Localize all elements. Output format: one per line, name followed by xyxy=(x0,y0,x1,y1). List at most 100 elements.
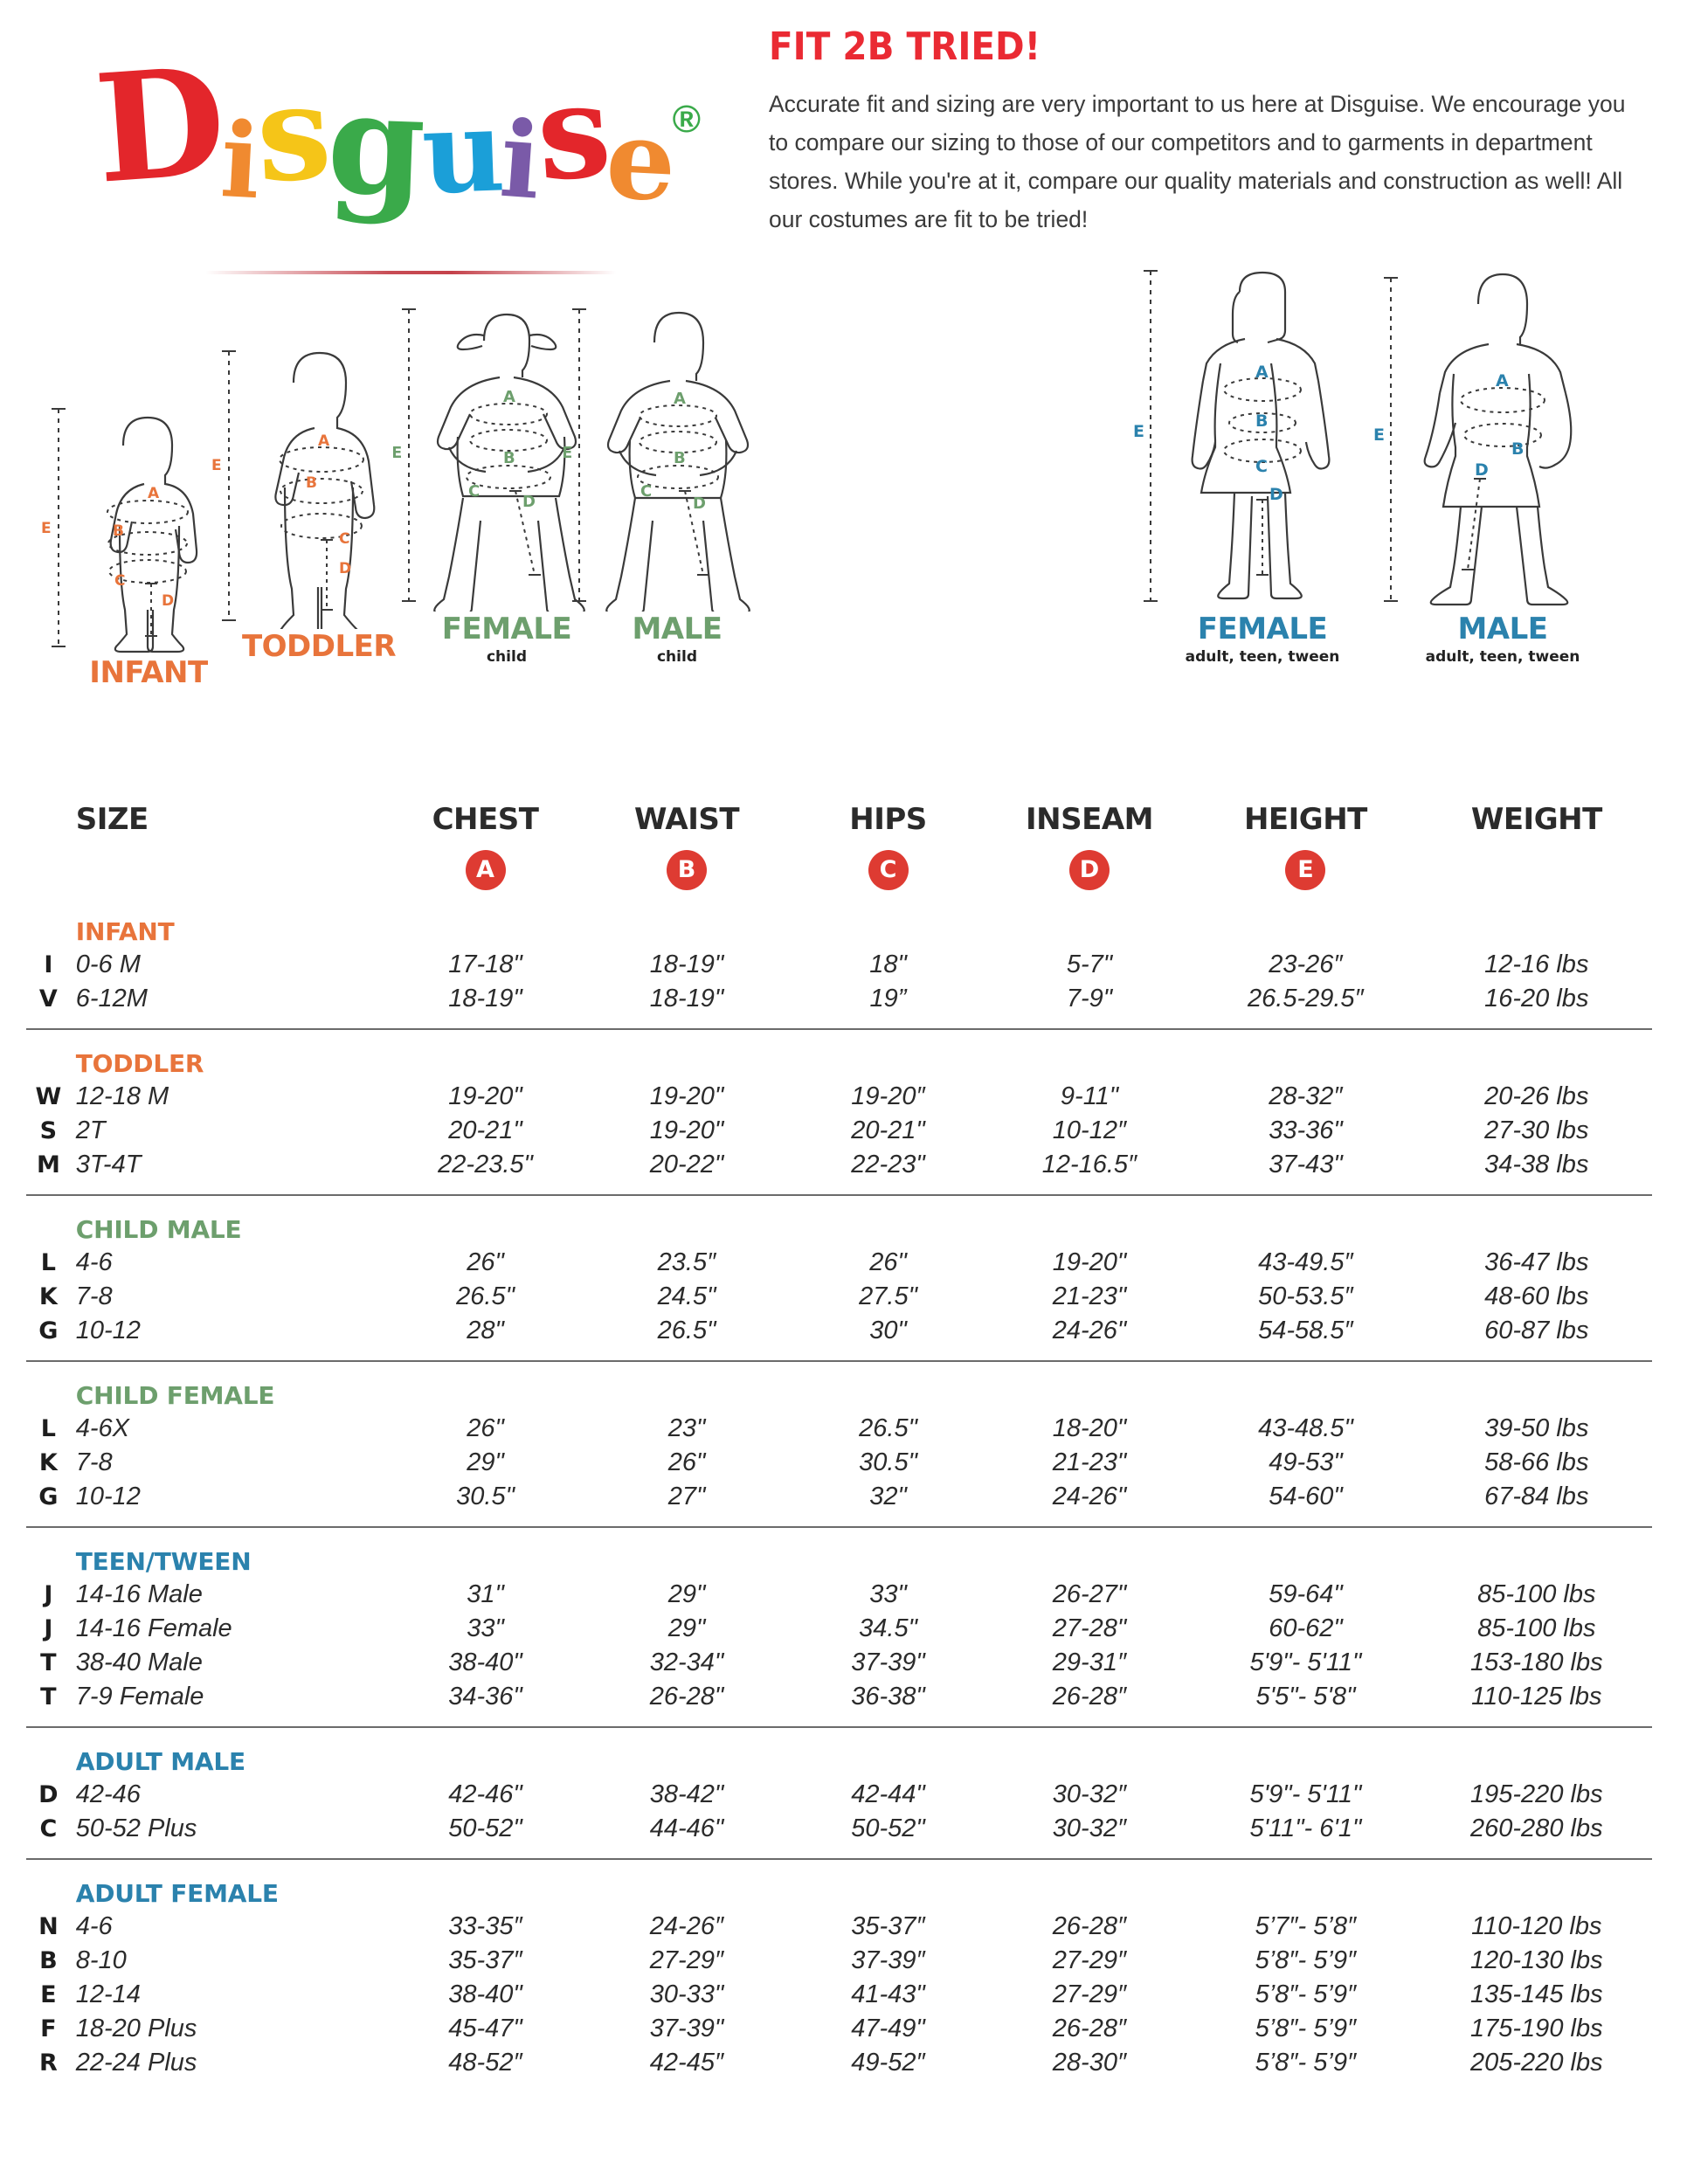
row-inseam: 5-7" xyxy=(1066,950,1113,978)
group-heading-spacer xyxy=(26,1728,71,1778)
logo-letter-i2: i xyxy=(496,97,542,224)
row-height: 43-49.5″ xyxy=(1258,1248,1353,1276)
row-height: 23-26″ xyxy=(1269,950,1343,978)
row-height: 33-36" xyxy=(1269,1116,1343,1144)
figure-male-child-art: A B C D E xyxy=(546,262,808,612)
row-key: M xyxy=(36,1151,60,1178)
mark-b-label: B xyxy=(674,449,686,467)
intro-paragraph: Accurate fit and sizing are very importa… xyxy=(769,91,1626,232)
row-height: 5'9"- 5'11" xyxy=(1249,1780,1362,1808)
figure-infant-art: A B C D E xyxy=(17,306,280,655)
row-size: 3T-4T xyxy=(75,1151,142,1178)
row-inseam: 27-29″ xyxy=(1052,1980,1127,2008)
section-divider xyxy=(26,1514,1652,1528)
row-key: G xyxy=(38,1317,59,1344)
mark-b-label: B xyxy=(503,449,515,467)
row-waist: 23" xyxy=(667,1414,706,1442)
row-hips: 20-21" xyxy=(851,1116,925,1144)
row-inseam: 18-20" xyxy=(1052,1414,1127,1442)
row-height: 28-32″ xyxy=(1269,1082,1343,1110)
mark-c-label: C xyxy=(640,482,652,501)
mark-c-label: C xyxy=(1255,457,1268,476)
row-key: C xyxy=(39,1815,58,1842)
group-heading-row: CHILD FEMALE xyxy=(26,1362,1652,1412)
mark-d-label: D xyxy=(693,494,706,513)
row-chest: 45-47" xyxy=(448,2015,522,2042)
figure-female-adult-art: A B C D E xyxy=(1118,245,1407,612)
group-heading-label: ADULT MALE xyxy=(75,1747,245,1776)
toddler-body-icon: A B C D E xyxy=(211,350,376,629)
group-heading-row: INFANT xyxy=(26,898,1652,948)
logo-letter-s: s xyxy=(252,55,332,212)
row-weight: 20-26 lbs xyxy=(1484,1082,1589,1110)
row-height: 5'9"- 5'11" xyxy=(1249,1648,1362,1676)
row-key: T xyxy=(40,1683,57,1711)
row-inseam: 29-31″ xyxy=(1052,1648,1127,1676)
row-inseam: 19-20" xyxy=(1052,1248,1127,1276)
header-inseam: INSEAM xyxy=(1026,802,1153,837)
row-weight: 85-100 lbs xyxy=(1477,1580,1596,1608)
row-hips: 41-43" xyxy=(851,1980,925,2008)
page-header: Disguise® FIT 2B TRIED! Accurate fit and… xyxy=(0,0,1687,288)
group-heading-spacer xyxy=(26,1362,71,1412)
row-inseam: 26-28″ xyxy=(1052,2015,1127,2042)
table-row: J 14-16 Female 33" 29" 34.5" 27-28" 60-62" 85-1… xyxy=(26,1612,1652,1646)
figure-label-male-child: MALE xyxy=(632,612,723,646)
row-key: R xyxy=(38,2049,58,2077)
row-chest: 30.5" xyxy=(456,1482,515,1510)
row-key: K xyxy=(38,1283,58,1310)
row-height: 5'11"- 6'1" xyxy=(1249,1814,1362,1842)
group-heading-label: CHILD MALE xyxy=(75,1215,242,1244)
row-inseam: 26-28″ xyxy=(1052,1912,1127,1940)
group-heading-spacer xyxy=(26,1030,71,1080)
header-weight: WEIGHT xyxy=(1470,802,1602,837)
figure-female-child: A B C D E FEMALE child xyxy=(376,262,638,666)
group-heading-spacer xyxy=(26,1860,71,1910)
figure-sub-male-adult: adult, teen, tween xyxy=(1425,648,1580,666)
table-row: B 8-10 35-37″ 27-29″ 37-39″ 27-29″ 5’8″- 5’9″ 1… xyxy=(26,1944,1652,1978)
row-waist: 26-28" xyxy=(649,1683,724,1711)
row-hips: 26" xyxy=(869,1248,907,1276)
mark-a-label: A xyxy=(1496,371,1509,390)
table-row: J 14-16 Male 31" 29" 33" 26-27" 59-64" 85-100 l… xyxy=(26,1578,1652,1612)
mark-d-label: D xyxy=(162,592,174,610)
divider-line xyxy=(26,1526,1652,1528)
table-row: V 6-12M 18-19" 18-19" 19” 7-9" 26.5-29.5″ 16-20… xyxy=(26,982,1652,1016)
row-waist: 18-19" xyxy=(649,985,724,1013)
section-divider xyxy=(26,1182,1652,1196)
row-key: F xyxy=(40,2015,57,2042)
group-heading-row: ADULT FEMALE xyxy=(26,1860,1652,1910)
row-height: 60-62" xyxy=(1269,1614,1343,1642)
divider-line xyxy=(26,1858,1652,1860)
divider-rule xyxy=(205,271,616,274)
section-divider xyxy=(26,1016,1652,1030)
row-chest: 26" xyxy=(467,1248,504,1276)
logo-letter-s2: s xyxy=(531,53,612,211)
row-size: 8-10 xyxy=(75,1946,127,1974)
group-heading-row: TEEN/TWEEN xyxy=(26,1528,1652,1578)
header-chest: CHEST xyxy=(432,802,539,837)
row-chest: 26" xyxy=(467,1414,504,1442)
divider-line xyxy=(26,1194,1652,1196)
mark-e-label: E xyxy=(393,444,402,462)
row-height: 5’8″- 5’9″ xyxy=(1255,2015,1357,2042)
row-waist: 42-45″ xyxy=(649,2049,724,2077)
logo-letter-e: e xyxy=(603,95,676,226)
figure-toddler-art: A B C D E xyxy=(188,280,450,629)
row-weight: 16-20 lbs xyxy=(1484,985,1589,1013)
group-heading-row: ADULT MALE xyxy=(26,1728,1652,1778)
mark-e-label: E xyxy=(1133,422,1144,441)
size-chart-table-wrap: SIZE CHEST WAIST HIPS INSEAM HEIGHT WEIG… xyxy=(0,778,1687,2080)
badge-cell-b: B xyxy=(586,842,788,898)
mark-b-label: B xyxy=(113,522,124,540)
row-chest: 38-40" xyxy=(448,1648,522,1676)
figure-sub-male-child: child xyxy=(656,648,697,666)
male-adult-body-icon: A B D E xyxy=(1373,273,1573,606)
row-hips: 37-39″ xyxy=(851,1946,925,1974)
male-child-body-icon: A B C D E xyxy=(563,308,750,612)
table-row: T 38-40 Male 38-40" 32-34" 37-39" 29-31″ 5'9"-… xyxy=(26,1646,1652,1680)
row-chest: 35-37″ xyxy=(448,1946,522,1974)
row-key: G xyxy=(38,1483,59,1510)
brand-logo-area: Disguise® xyxy=(0,17,769,288)
row-height: 5'5"- 5'8" xyxy=(1255,1683,1356,1711)
